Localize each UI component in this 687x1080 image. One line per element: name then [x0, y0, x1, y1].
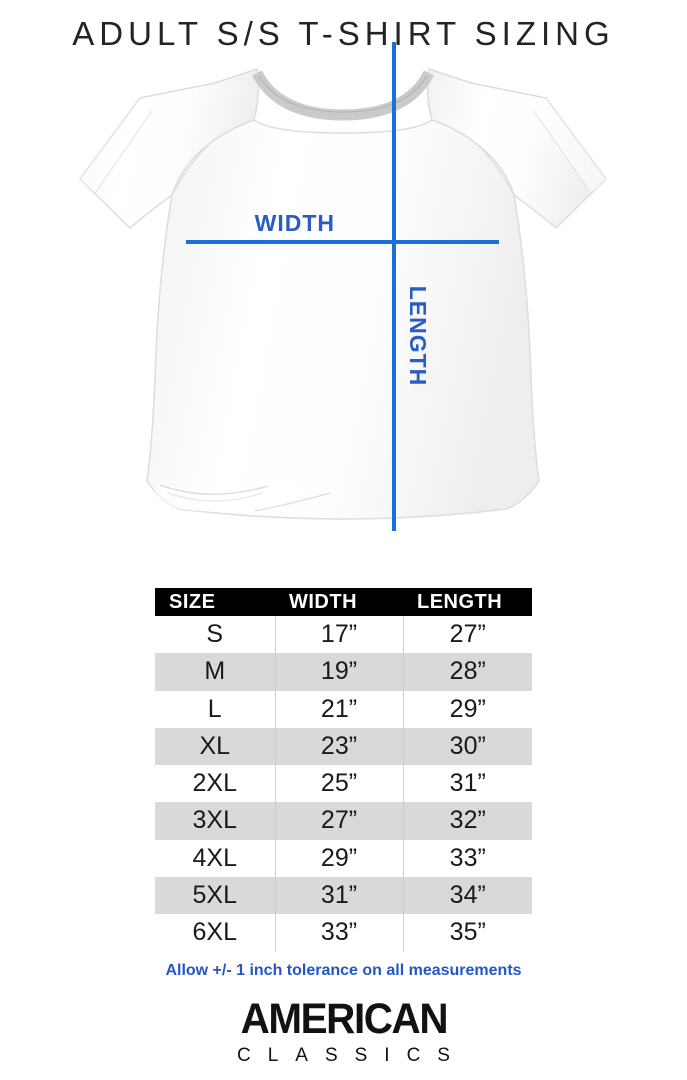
svg-text:LENGTH: LENGTH: [405, 286, 431, 387]
svg-text:WIDTH: WIDTH: [255, 210, 335, 236]
